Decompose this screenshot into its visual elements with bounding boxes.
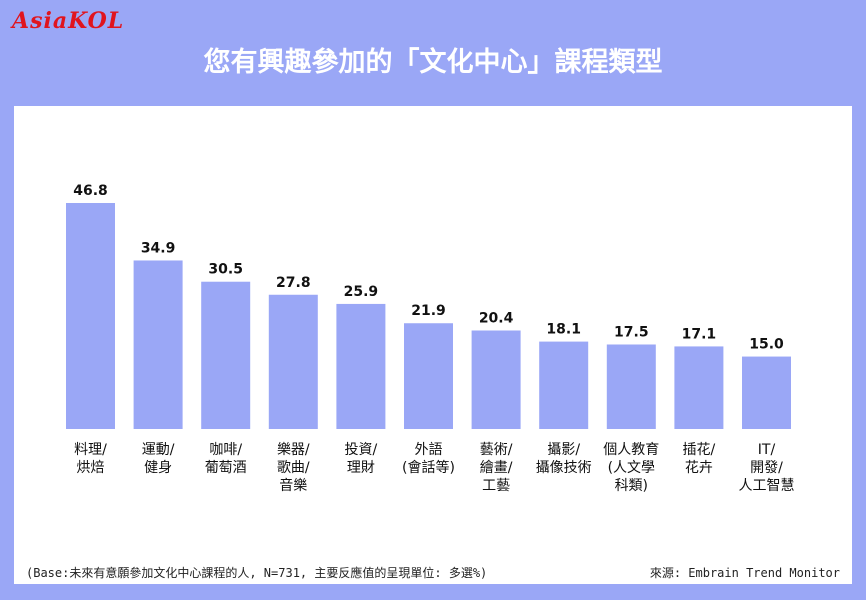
category-label-0: 料理/烘焙 [74, 442, 107, 476]
category-label-9: 插花/花卉 [683, 442, 716, 476]
value-label-10: 15.0 [749, 337, 784, 353]
value-label-0: 46.8 [73, 183, 108, 199]
category-label-6: 藝術/繪畫/工藝 [480, 442, 513, 494]
category-label-8: 個人教育(人文學科類) [603, 442, 659, 494]
category-label-10: IT/開發/人工智慧 [739, 442, 795, 494]
brand-logo: AsiaKOL [12, 8, 125, 34]
category-label-4: 投資/理財 [345, 442, 378, 476]
bar-1 [133, 260, 183, 429]
category-label-3: 樂器/歌曲/音樂 [277, 441, 310, 494]
bar-chart: 46.8 料理/烘焙 34.9 運動/健身 30.5 咖啡/葡萄酒 27.8 樂器/歌曲/音樂… [66, 183, 795, 494]
category-label-5: 外語(會話等) [402, 442, 455, 476]
value-label-9: 17.1 [682, 326, 717, 342]
chart-title: 您有興趣參加的「文化中心」課程類型 [203, 47, 663, 78]
value-label-6: 20.4 [479, 310, 514, 326]
value-label-3: 27.8 [276, 275, 311, 291]
chart-panel: 46.8 料理/烘焙 34.9 運動/健身 30.5 咖啡/葡萄酒 27.8 樂器/歌曲/音樂… [14, 106, 852, 584]
bar-4 [336, 303, 386, 429]
footnote: (Base:未來有意願參加文化中心課程的人, N=731, 主要反應值的呈現單位… [26, 566, 488, 580]
bar-2 [201, 281, 251, 429]
bar-6 [471, 330, 521, 429]
bar-3 [268, 294, 318, 429]
bar-0 [66, 203, 115, 429]
value-label-4: 25.9 [344, 284, 379, 300]
bar-5 [404, 323, 453, 429]
category-label-2: 咖啡/葡萄酒 [205, 442, 247, 476]
value-label-5: 21.9 [411, 303, 446, 319]
value-label-2: 30.5 [208, 262, 243, 278]
value-label-8: 17.5 [614, 324, 649, 340]
bar-10 [742, 356, 791, 429]
value-label-7: 18.1 [546, 322, 581, 338]
category-label-7: 攝影/攝像技術 [536, 442, 592, 476]
source-note: 來源: Embrain Trend Monitor [649, 566, 840, 580]
bar-9 [674, 346, 724, 429]
bar-7 [539, 341, 589, 429]
bar-8 [606, 344, 656, 429]
category-label-1: 運動/健身 [142, 442, 175, 476]
value-label-1: 34.9 [141, 240, 176, 256]
